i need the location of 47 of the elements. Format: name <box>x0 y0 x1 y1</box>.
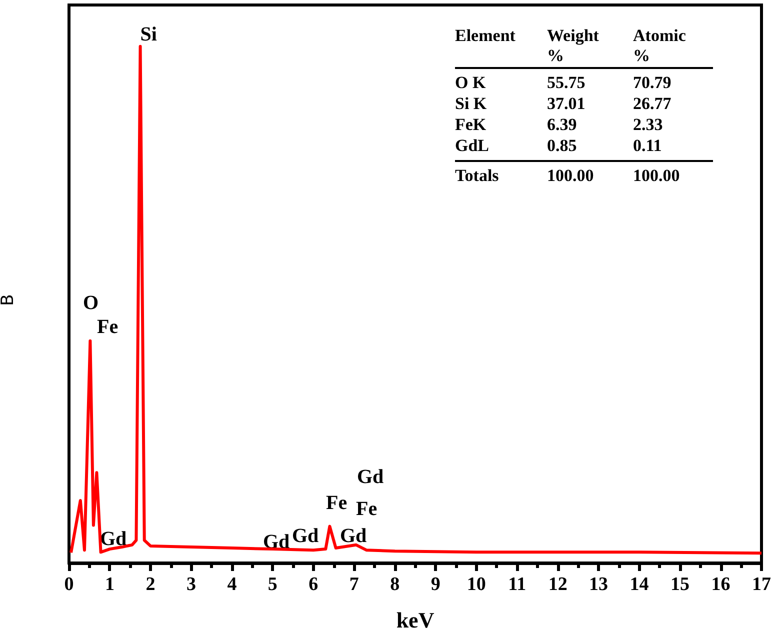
x-tick-label: 3 <box>186 574 196 595</box>
x-tick-label: 7 <box>349 574 360 595</box>
annotation: Weight % <box>547 26 600 67</box>
x-tick-label: 11 <box>508 574 526 595</box>
x-tick-label: 6 <box>308 574 318 595</box>
annotation: Fe <box>326 492 348 514</box>
annotation: 6.39 <box>547 115 578 136</box>
x-tick-label: 2 <box>146 574 156 595</box>
annotation: 100.00 <box>633 160 713 187</box>
x-tick-label: 9 <box>430 574 440 595</box>
annotation: Atomic % <box>633 26 687 67</box>
annotation: 2.33 <box>633 115 664 136</box>
annotation: Gd <box>357 466 384 488</box>
x-tick-label: 8 <box>390 574 400 595</box>
annotation: Totals <box>455 160 547 187</box>
annotation: Si <box>140 23 158 46</box>
x-tick-label: 16 <box>711 574 730 595</box>
annotation: Gd <box>292 525 319 547</box>
annotation: 55.75 <box>547 67 633 94</box>
annotation: Si K <box>455 94 488 115</box>
x-tick-label: 10 <box>466 574 486 595</box>
annotation: 70.79 <box>633 67 713 94</box>
annotation: O <box>83 292 99 314</box>
y-axis-title: B <box>0 294 18 306</box>
annotation: 37.01 <box>547 94 586 115</box>
annotation: Fe <box>97 316 118 338</box>
x-tick-label: 1 <box>104 574 114 595</box>
x-tick-label: 14 <box>630 574 650 595</box>
annotation: 0.11 <box>633 136 663 157</box>
annotation: Gd <box>340 525 367 547</box>
x-tick-label: 15 <box>670 574 690 595</box>
x-tick-label: 4 <box>227 574 238 595</box>
x-tick-label: 13 <box>589 574 608 595</box>
x-tick-label: 5 <box>268 574 278 595</box>
annotation: 26.77 <box>633 94 672 115</box>
annotation: Fe <box>356 498 378 520</box>
text: Element <box>455 26 516 45</box>
annotation: FeK <box>455 115 488 136</box>
annotation: 100.00 <box>547 160 633 187</box>
annotation: O K <box>455 67 547 94</box>
x-tick-label: 17 <box>752 574 772 595</box>
annotation: Gd <box>263 531 290 553</box>
x-axis-title: keV <box>396 608 434 632</box>
annotation: 0.85 <box>547 136 578 157</box>
annotation: GdL <box>455 136 490 157</box>
x-tick-label: 0 <box>64 574 74 595</box>
x-tick-label: 12 <box>548 574 568 595</box>
